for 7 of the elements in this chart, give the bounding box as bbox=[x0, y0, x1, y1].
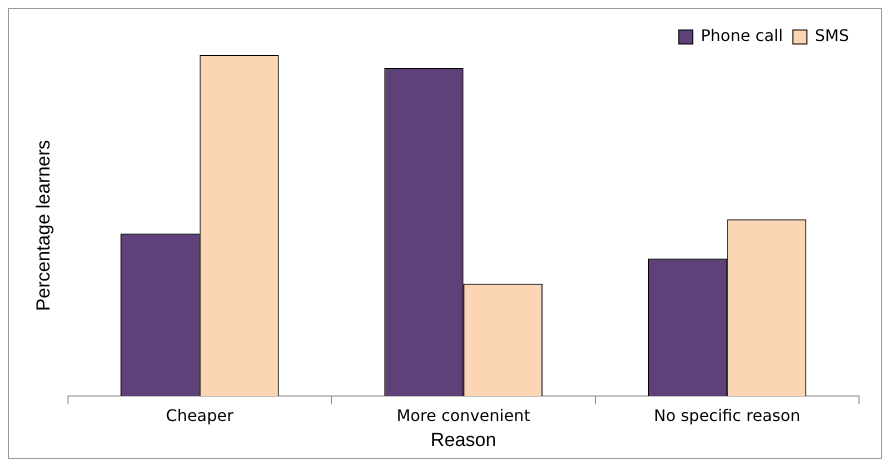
legend-label: SMS bbox=[814, 26, 850, 46]
y-axis-title: Percentage learners bbox=[34, 140, 55, 312]
legend-label: Phone call bbox=[700, 26, 783, 46]
x-tick-label: No specific reason bbox=[654, 406, 800, 425]
x-tick-label: More convenient bbox=[396, 406, 530, 425]
x-axis-title: Reason bbox=[430, 430, 496, 451]
x-tick-label: Cheaper bbox=[166, 406, 234, 425]
